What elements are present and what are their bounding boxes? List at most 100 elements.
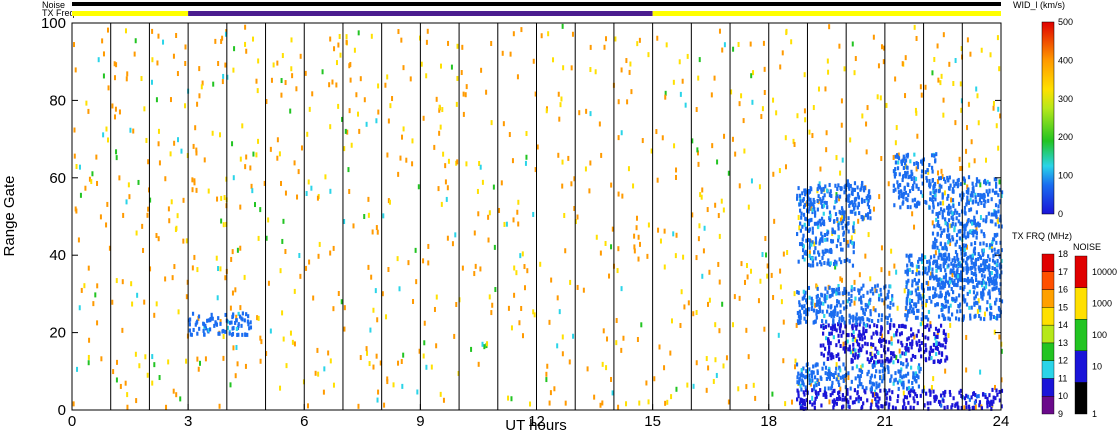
echo-region-8-point: [953, 228, 956, 233]
noise-echo-point: [758, 184, 761, 190]
echo-region-8-point: [942, 177, 946, 182]
noise-echo-point: [343, 146, 346, 152]
echo-region-7-point: [907, 288, 910, 293]
echo-region-3-point: [933, 359, 936, 364]
noise-echo-point: [779, 284, 782, 290]
noise-echo-point: [529, 401, 532, 407]
echo-region-2-point: [900, 382, 904, 387]
echo-region-0-point: [247, 314, 250, 319]
echo-region-4-point: [874, 284, 877, 289]
echo-region-8-point: [994, 222, 997, 227]
noise-echo-point: [717, 213, 720, 219]
noise-echo-point: [157, 128, 160, 134]
echo-region-8-point: [959, 271, 963, 276]
echo-region-3-point: [934, 326, 938, 331]
echo-region-4-point: [803, 293, 806, 298]
echo-region-8-point: [934, 197, 937, 202]
echo-region-1-point: [919, 393, 922, 398]
echo-region-5-point: [833, 205, 836, 210]
noise-echo-point: [911, 211, 914, 217]
echo-region-8-point: [941, 195, 944, 200]
echo-region-9-point: [901, 158, 904, 163]
noise-echo-point: [572, 333, 575, 339]
noise-echo-point: [95, 154, 98, 160]
echo-region-4-point: [834, 289, 837, 294]
echo-region-8-point: [971, 181, 974, 186]
echo-region-8-point: [947, 203, 951, 208]
echo-region-8-point: [958, 277, 962, 282]
noise-echo-point: [184, 60, 187, 66]
echo-region-8-point: [971, 230, 974, 235]
noise-colorbar-tick-label: 100: [1092, 330, 1107, 340]
echo-region-8-point: [970, 276, 973, 281]
noise-echo-point: [305, 265, 308, 271]
noise-echo-point: [782, 251, 785, 257]
echo-region-5-point: [835, 260, 838, 265]
echo-region-8-point: [964, 235, 967, 240]
echo-region-7-point: [974, 273, 978, 278]
noise-echo-point: [146, 212, 149, 218]
echo-region-7-point: [956, 269, 959, 274]
echo-region-5-point: [801, 237, 804, 242]
noise-echo-point: [465, 161, 468, 167]
echo-region-3-point: [893, 354, 896, 359]
echo-region-8-point: [993, 247, 996, 252]
txfreq-colorbar-tick-label: 11: [1058, 373, 1067, 383]
echo-region-6-point: [863, 199, 866, 204]
echo-region-4-point: [869, 309, 872, 314]
echo-region-1-point: [959, 388, 962, 393]
echo-region-8-point: [974, 199, 978, 204]
echo-region-4-point: [819, 301, 823, 306]
echo-region-2-point: [915, 373, 918, 378]
echo-region-7-point: [940, 308, 943, 313]
echo-region-2-point: [881, 379, 884, 384]
echo-region-7-point: [981, 288, 985, 293]
echo-region-7-point: [933, 294, 936, 299]
noise-echo-point: [239, 305, 242, 311]
echo-region-8-point: [973, 246, 977, 251]
echo-region-5-point: [811, 263, 815, 268]
noise-echo-point: [347, 167, 350, 173]
noise-echo-point: [113, 114, 116, 120]
echo-region-7-point: [980, 291, 983, 296]
echo-region-2-point: [802, 366, 805, 371]
noise-echo-point: [594, 69, 597, 75]
echo-region-0-point: [210, 312, 213, 317]
noise-echo-point: [480, 67, 483, 73]
echo-region-8-point: [980, 201, 983, 206]
noise-echo-point: [723, 133, 726, 139]
echo-region-3-point: [868, 359, 871, 364]
echo-region-1-point: [825, 394, 828, 399]
echo-region-8-point: [968, 208, 971, 213]
noise-echo-point: [740, 93, 743, 99]
y-axis-label: Range Gate: [1, 176, 18, 257]
noise-colorbar-tick-label: 10000: [1092, 267, 1117, 277]
noise-echo-point: [129, 127, 132, 133]
echo-region-1-point: [842, 404, 845, 409]
echo-region-1-point: [978, 400, 982, 405]
noise-echo-point: [359, 355, 362, 361]
noise-echo-point: [226, 74, 229, 80]
echo-region-8-point: [971, 186, 974, 191]
echo-region-6-point: [866, 215, 870, 220]
echo-region-2-point: [827, 375, 830, 380]
echo-region-1-point: [814, 389, 817, 394]
noise-echo-point: [818, 181, 821, 187]
noise-echo-point: [182, 197, 185, 203]
echo-region-4-point: [869, 297, 872, 302]
echo-region-2-point: [827, 386, 830, 391]
echo-region-4-point: [838, 319, 841, 324]
echo-region-3-point: [896, 359, 900, 364]
echo-region-3-point: [884, 339, 888, 344]
noise-echo-point: [90, 179, 93, 185]
noise-echo-point: [944, 368, 947, 374]
echo-region-3-point: [928, 356, 931, 361]
echo-region-3-point: [939, 323, 943, 328]
echo-region-5-point: [836, 194, 839, 199]
echo-region-6-point: [861, 215, 864, 220]
echo-region-2-point: [872, 382, 876, 387]
echo-region-3-point: [889, 322, 892, 327]
noise-echo-point: [376, 229, 379, 235]
noise-echo-point: [377, 109, 380, 115]
echo-region-0-point: [235, 326, 238, 331]
